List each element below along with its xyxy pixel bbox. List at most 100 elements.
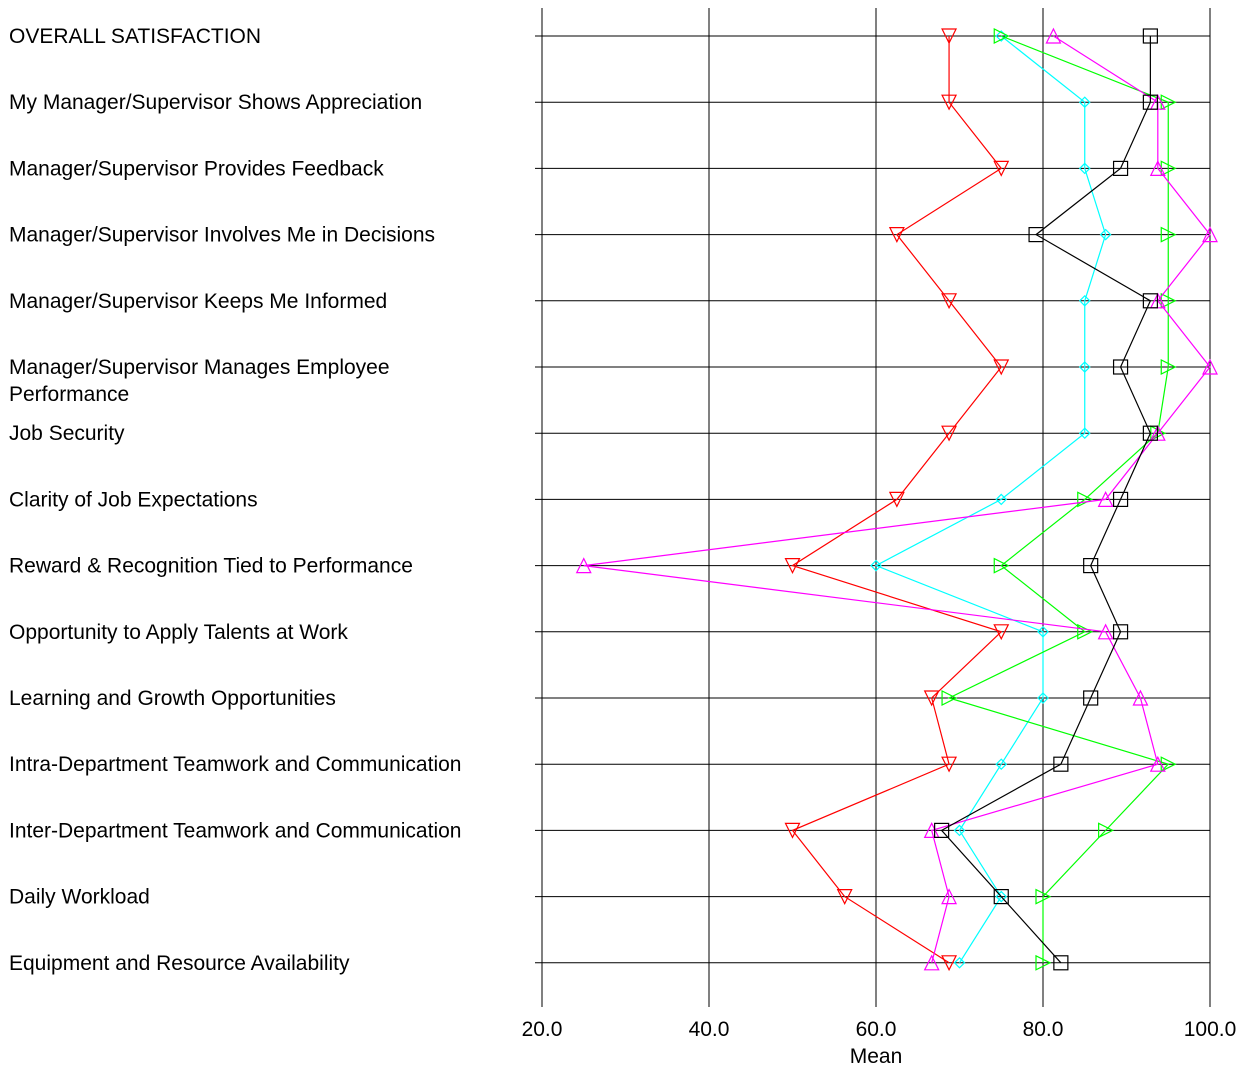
data-point (995, 890, 1008, 903)
data-point (993, 888, 1009, 905)
data-point (995, 758, 1008, 771)
data-point (1112, 359, 1129, 375)
data-point (1149, 755, 1166, 772)
data-point (784, 557, 801, 574)
data-point (575, 557, 592, 574)
data-point (1078, 162, 1091, 175)
data-point (993, 557, 1010, 574)
data-point (993, 624, 1010, 641)
data-point (1097, 491, 1114, 507)
category-label-daily-workload: Daily Workload (9, 886, 150, 909)
data-point (1035, 888, 1052, 905)
data-point (1083, 557, 1099, 574)
data-point (1098, 822, 1114, 839)
x-tick-label: 20.0 (522, 1018, 563, 1041)
data-point (993, 359, 1010, 376)
category-labels: OVERALL SATISFACTION My Manager/Superviso… (9, 25, 461, 975)
data-point (888, 227, 905, 243)
data-point (888, 491, 905, 508)
data-point (784, 822, 801, 839)
data-point (1053, 955, 1069, 971)
series-1 (784, 28, 1010, 972)
data-point (941, 888, 958, 905)
data-point (1053, 756, 1069, 772)
data-point (1142, 28, 1158, 44)
series-line (947, 35, 1170, 963)
data-point (1149, 160, 1166, 176)
data-point (1142, 293, 1158, 309)
category-label-learning-and-growth-opportunities: Learning and Growth Opportunities (9, 687, 336, 710)
data-point (923, 954, 940, 971)
data-point (934, 822, 950, 839)
data-point (1112, 491, 1129, 507)
category-label-inter-department-teamwork-and-communication: Inter-Department Teamwork and Communicat… (9, 819, 461, 842)
data-point (1142, 425, 1158, 441)
data-point (1028, 227, 1044, 243)
data-point (1083, 690, 1099, 706)
data-point (1202, 226, 1218, 243)
data-point (923, 690, 940, 707)
data-point (993, 160, 1010, 177)
x-axis-title: Mean (850, 1045, 903, 1068)
series-line (791, 36, 1003, 964)
data-point (1077, 491, 1094, 508)
data-point (1037, 692, 1049, 704)
series-line (940, 36, 1152, 964)
data-point (1112, 160, 1129, 176)
series-4 (575, 27, 1218, 971)
x-tick-label: 80.0 (1023, 1018, 1064, 1041)
data-point (1078, 294, 1091, 307)
data-point (1112, 624, 1129, 640)
data-point (953, 956, 966, 969)
category-label-overall-satisfaction: OVERALL SATISFACTION (9, 25, 261, 48)
data-point (1142, 94, 1158, 110)
series-line (583, 35, 1211, 963)
category-label-clarity-of-job-expectations: Clarity of Job Expectations (9, 488, 258, 511)
data-point (1132, 689, 1149, 706)
data-point (1035, 954, 1052, 971)
x-tick-label: 60.0 (856, 1018, 897, 1041)
data-point (870, 559, 882, 572)
data-point (1160, 359, 1177, 375)
axes (541, 8, 1211, 1007)
data-point (1078, 427, 1091, 440)
data-point (1160, 226, 1177, 243)
data-point (1099, 228, 1112, 241)
data-point (1078, 96, 1091, 109)
data-point (1077, 623, 1094, 640)
category-label-job-security: Job Security (9, 422, 125, 445)
data-point (941, 756, 958, 773)
data-point (1097, 623, 1114, 640)
data-point (993, 28, 1010, 44)
data-point (941, 28, 958, 45)
data-point (953, 824, 966, 837)
data-point (941, 425, 958, 442)
x-tick-labels: 20.0 40.0 60.0 80.0 100.0 (522, 1018, 1237, 1041)
series-lines (575, 27, 1218, 972)
category-label-reward-recognition-tied-to-performance: Reward & Recognition Tied to Performance (9, 555, 413, 578)
data-point (941, 690, 958, 706)
category-label-manager-supervisor-involves-me-in-decisions: Manager/Supervisor Involves Me in Decisi… (9, 224, 435, 247)
data-point (836, 888, 853, 905)
data-point (995, 493, 1008, 506)
category-label-equipment-and-resource-availability: Equipment and Resource Availability (9, 952, 350, 975)
series-5 (934, 28, 1158, 971)
category-label-manager-supervisor-provides-feedback: Manager/Supervisor Provides Feedback (9, 157, 384, 180)
category-label-intra-department-teamwork-and-communication: Intra-Department Teamwork and Communicat… (9, 753, 461, 776)
category-label-my-manager-supervisor-shows-appreciation: My Manager/Supervisor Shows Appreciation (9, 91, 422, 114)
data-point (1045, 27, 1062, 44)
data-point (1078, 361, 1091, 373)
data-point (941, 955, 958, 972)
data-point (1037, 625, 1049, 638)
category-label-manager-supervisor-keeps-me-informed: Manager/Supervisor Keeps Me Informed (9, 290, 387, 313)
category-label-opportunity-to-apply-talents-at-work: Opportunity to Apply Talents at Work (9, 621, 348, 644)
category-label-manager-supervisor-manages-employee-performance: Manager/Supervisor Manages Employee Perfo… (9, 356, 390, 406)
data-point (941, 94, 958, 111)
data-point (1202, 358, 1218, 375)
grid (535, 8, 1211, 997)
x-tick-label: 40.0 (689, 1018, 730, 1041)
x-tick-label: 100.0 (1184, 1018, 1237, 1041)
data-point (941, 293, 958, 310)
